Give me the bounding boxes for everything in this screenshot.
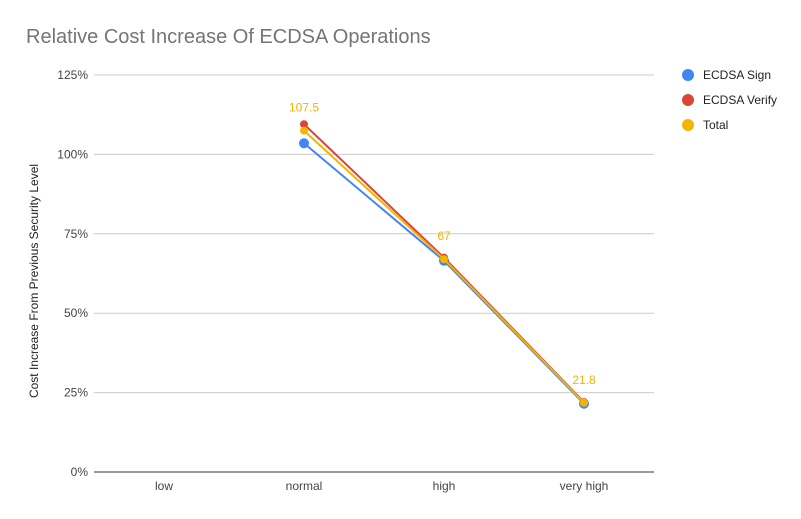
- x-tick-label: normal: [286, 479, 323, 493]
- data-point[interactable]: [300, 120, 308, 129]
- data-label: 107.5: [289, 101, 319, 115]
- legend-marker: [682, 69, 694, 81]
- legend: ECDSA Sign ECDSA Verify Total: [682, 68, 777, 132]
- series-line: [303, 142, 585, 405]
- x-tick-labels: low normal high very high: [155, 479, 608, 493]
- data-point[interactable]: [299, 138, 309, 149]
- y-tick-label: 75%: [64, 227, 88, 241]
- y-tick-label: 100%: [57, 147, 88, 161]
- y-tick-label: 25%: [64, 386, 88, 400]
- series-0: [299, 138, 589, 409]
- data-label: 21.8: [572, 373, 596, 387]
- legend-item[interactable]: ECDSA Verify: [682, 93, 777, 107]
- legend-label: ECDSA Sign: [703, 68, 771, 82]
- y-axis-title: Cost Increase From Previous Security Lev…: [27, 164, 41, 398]
- data-labels: 107.5 67 21.8: [289, 101, 596, 387]
- x-tick-label: low: [155, 479, 173, 493]
- chart-title: Relative Cost Increase Of ECDSA Operatio…: [26, 26, 431, 48]
- series-layer: [299, 120, 589, 409]
- legend-item[interactable]: ECDSA Sign: [682, 68, 771, 82]
- data-label: 67: [437, 229, 451, 243]
- series-2: [300, 126, 588, 407]
- data-point[interactable]: [300, 126, 308, 135]
- y-tick-label: 125%: [57, 68, 88, 82]
- legend-marker: [682, 94, 694, 106]
- legend-marker: [682, 119, 694, 131]
- legend-label: Total: [703, 118, 728, 132]
- x-tick-label: high: [433, 479, 456, 493]
- data-point[interactable]: [440, 255, 448, 264]
- legend-label: ECDSA Verify: [703, 93, 777, 107]
- legend-item[interactable]: Total: [682, 118, 728, 132]
- y-tick-label: 0%: [71, 465, 89, 479]
- x-tick-label: very high: [560, 479, 609, 493]
- grid-lines: [94, 74, 654, 473]
- y-tick-labels: 0% 25% 50% 75% 100% 125%: [57, 68, 88, 479]
- data-point[interactable]: [580, 398, 588, 407]
- y-tick-label: 50%: [64, 306, 88, 320]
